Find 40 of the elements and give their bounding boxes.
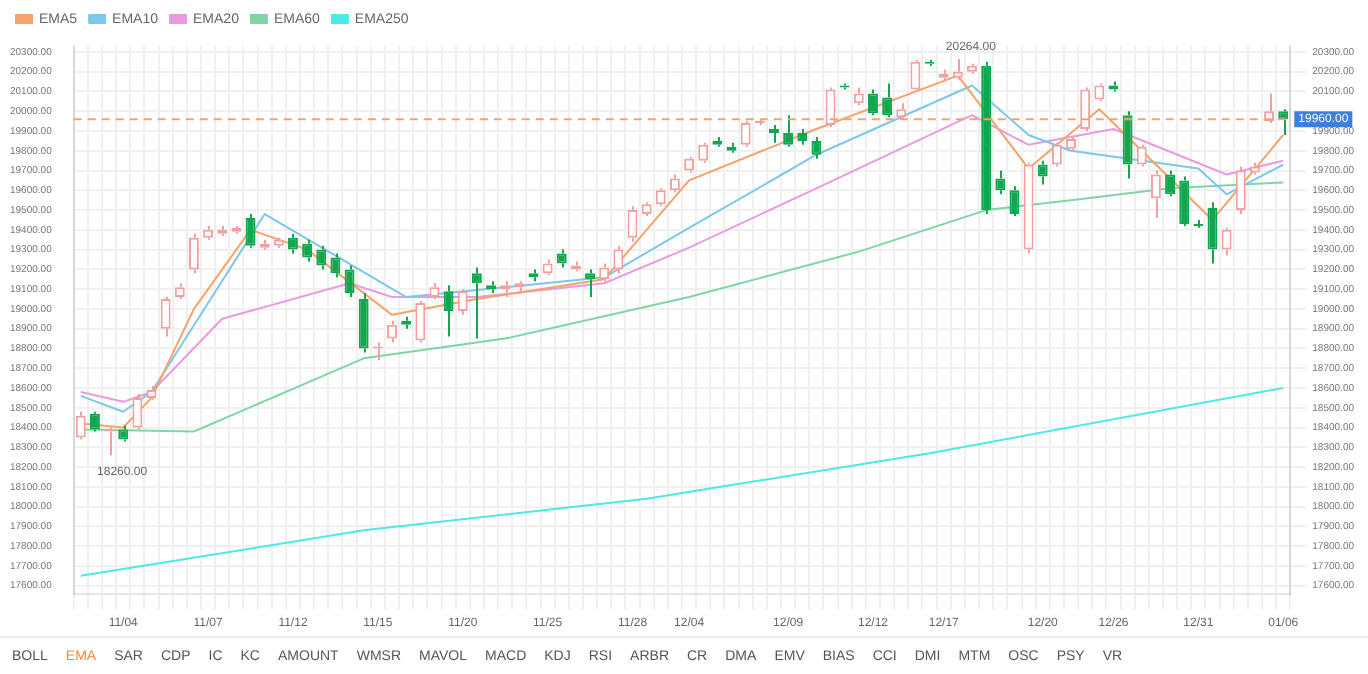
candlestick	[358, 292, 369, 354]
candlestick	[288, 232, 298, 255]
candlestick	[443, 284, 454, 338]
candlestick	[1122, 110, 1133, 180]
candlestick	[740, 120, 751, 148]
candlestick	[952, 58, 963, 81]
candlestick	[273, 236, 284, 249]
candlestick	[967, 62, 977, 75]
candlestick	[415, 300, 426, 344]
candlestick	[811, 135, 822, 160]
candlestick	[1037, 159, 1048, 186]
candlestick	[132, 392, 143, 431]
candlestick	[585, 268, 595, 299]
candlestick	[613, 244, 624, 275]
candlestick	[769, 124, 779, 144]
candlestick	[471, 266, 482, 340]
candlestick	[910, 58, 921, 93]
candlestick	[189, 232, 199, 275]
candlestick	[1009, 185, 1020, 218]
candlestick	[75, 410, 86, 441]
candlestick	[882, 82, 893, 119]
candlestick	[1023, 161, 1034, 255]
candlestick	[344, 264, 355, 299]
candlestick	[1221, 226, 1232, 257]
candlestick	[1235, 165, 1246, 216]
candlestick	[1179, 175, 1190, 227]
candlestick	[868, 88, 878, 117]
candlestick	[1136, 143, 1147, 168]
candlestick	[1051, 141, 1062, 168]
candlestick	[1278, 108, 1289, 136]
candlestick	[160, 296, 171, 338]
candlestick	[995, 169, 1006, 196]
candlestick	[981, 60, 992, 216]
candlestick	[316, 244, 327, 271]
candlestick	[457, 288, 468, 316]
candlestick	[1150, 169, 1161, 219]
candlestick	[1193, 218, 1204, 229]
candlestick	[330, 252, 341, 279]
candlestick	[797, 128, 808, 146]
candlestick	[641, 201, 652, 218]
